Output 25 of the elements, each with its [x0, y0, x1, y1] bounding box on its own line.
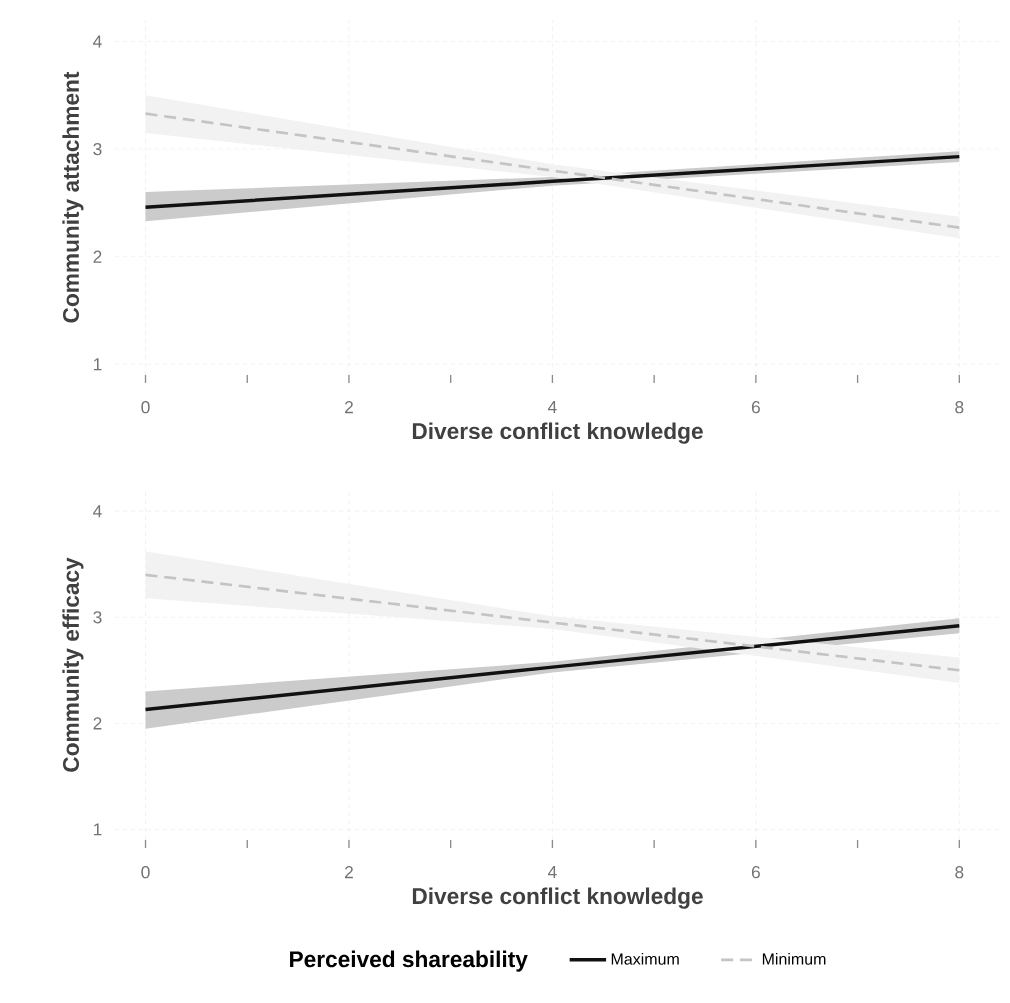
x-tick-label: 4 [547, 866, 557, 878]
legend-title: Perceived shareability [290, 950, 528, 972]
x-tick-label: 2 [345, 401, 353, 414]
x-tick-label: 8 [955, 401, 964, 414]
x-tick-label: 6 [751, 866, 760, 879]
x-tick-label: 8 [955, 866, 964, 879]
y-tick-label: 1 [93, 823, 102, 836]
x-tick-label: 4 [547, 401, 557, 413]
x-tick-label: 6 [751, 401, 760, 414]
legend-label: Maximum [611, 953, 679, 965]
y-axis-title: Community efficacy [62, 557, 84, 772]
y-tick-label: 1 [93, 358, 102, 371]
y-tick-label: 3 [93, 142, 102, 156]
y-tick-label: 2 [93, 717, 102, 730]
x-tick-label: 0 [141, 401, 150, 414]
legend-label: Minimum [762, 953, 826, 965]
y-tick-label: 4 [93, 35, 102, 48]
x-axis-title: Diverse conflict knowledge [412, 887, 703, 909]
y-axis-title: Community attachment [62, 71, 84, 323]
y-tick-label: 4 [93, 505, 102, 518]
x-axis-title: Diverse conflict knowledge [412, 422, 703, 444]
x-tick-label: 2 [345, 866, 353, 879]
y-tick-label: 2 [93, 250, 102, 263]
y-tick-label: 3 [93, 611, 102, 624]
x-tick-label: 0 [141, 866, 150, 879]
